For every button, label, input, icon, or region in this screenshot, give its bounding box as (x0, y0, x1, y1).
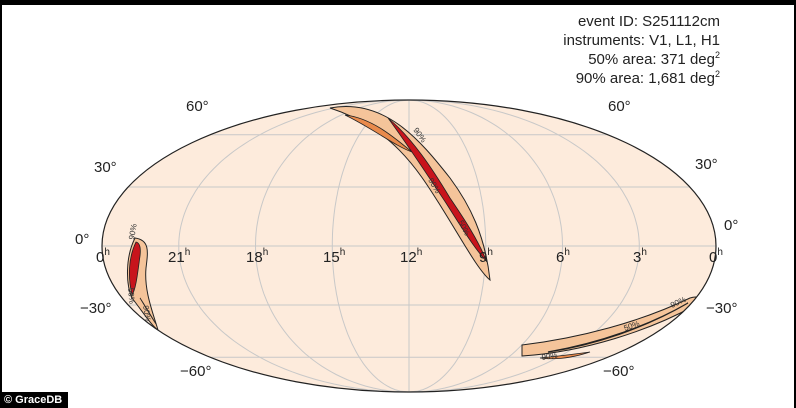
ra-label-15h: 15h (323, 247, 345, 266)
probability-regions: 90% 90% 50% 90% 50% 90% 90% 50% 90% (126, 106, 700, 362)
event-id-text: event ID: S251112cm (577, 13, 720, 30)
dec-label-right-minus30: −30° (706, 300, 737, 317)
dec-label-left-30: 30° (94, 159, 117, 176)
instruments-text: instruments: V1, L1, H1 (563, 32, 720, 49)
dec-label-left-60: 60° (186, 98, 209, 115)
dec-label-left-minus60: −60° (180, 363, 211, 380)
ra-label-9h: 9h (479, 247, 493, 266)
region-50-north (387, 117, 488, 263)
region-mid-southeast (539, 351, 591, 360)
region-50-southeast (547, 302, 689, 353)
ra-label-0h-right: 0h (709, 247, 723, 266)
dec-label-left-0: 0° (75, 231, 89, 248)
region-mid-west (139, 297, 157, 325)
mollweide-outline (101, 99, 717, 393)
credible-region-north (329, 106, 491, 282)
dec-label-right-60: 60° (608, 98, 631, 115)
contour-label-west-a: 90% (127, 223, 139, 240)
ra-label-3h: 3h (633, 247, 647, 266)
gracedb-credit: © GraceDB (0, 392, 69, 408)
contour-label-west-b: 50% (126, 287, 136, 304)
ra-label-18h: 18h (246, 247, 268, 266)
area-90-text: 90% area: 1,681 deg2 (575, 69, 720, 88)
dec-label-right-30: 30° (695, 156, 718, 173)
contour-label-west-c: 90% (141, 305, 153, 322)
contour-label-se-c: 90% (541, 351, 558, 362)
region-50-west (128, 241, 141, 296)
dec-label-left-minus30: −30° (80, 300, 111, 317)
event-info: event ID: S251112cm instruments: V1, L1,… (563, 12, 720, 88)
area-50-text: 50% area: 371 deg2 (588, 50, 720, 69)
dec-label-right-minus60: −60° (603, 363, 634, 380)
ra-label-21h: 21h (168, 247, 190, 266)
ra-label-6h: 6h (556, 247, 570, 266)
dec-label-right-0: 0° (724, 217, 738, 234)
ra-label-0h-left: 0h (96, 247, 110, 266)
ra-label-12h: 12h (400, 247, 422, 266)
